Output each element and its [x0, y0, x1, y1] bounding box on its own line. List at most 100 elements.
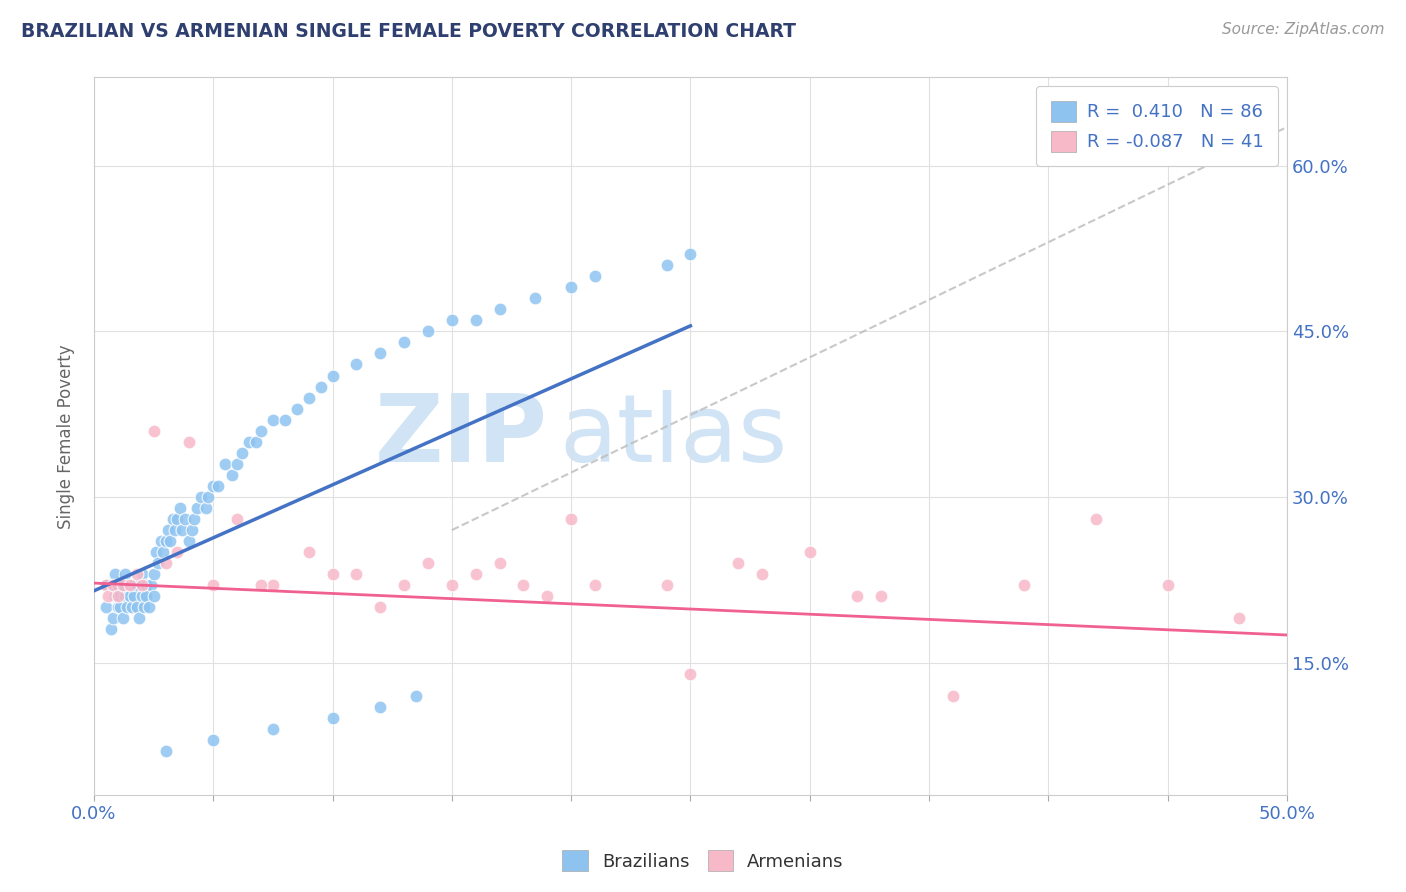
Point [131, 590, 153, 604]
Point [111, 578, 134, 592]
Point [142, 567, 165, 582]
Point [101, 611, 124, 625]
Point [138, 600, 160, 615]
Point [679, 666, 702, 681]
Point [440, 313, 463, 327]
Point [142, 590, 165, 604]
Point [121, 600, 143, 615]
Point [221, 467, 243, 482]
Point [108, 600, 131, 615]
Point [179, 434, 201, 449]
Point [679, 247, 702, 261]
Point [231, 446, 253, 460]
Point [107, 590, 129, 604]
Legend: R =  0.410   N = 86, R = -0.087   N = 41: R = 0.410 N = 86, R = -0.087 N = 41 [1036, 87, 1278, 166]
Point [440, 578, 463, 592]
Point [142, 424, 165, 438]
Point [309, 379, 332, 393]
Point [321, 567, 343, 582]
Point [298, 391, 321, 405]
Point [107, 578, 129, 592]
Point [169, 501, 191, 516]
Point [392, 335, 415, 350]
Point [416, 324, 439, 338]
Point [536, 590, 558, 604]
Point [321, 711, 343, 725]
Point [321, 368, 343, 383]
Point [202, 578, 225, 592]
Point [111, 611, 134, 625]
Point [238, 434, 260, 449]
Text: atlas: atlas [560, 391, 787, 483]
Point [173, 512, 195, 526]
Point [104, 590, 127, 604]
Point [197, 490, 219, 504]
Point [583, 578, 606, 592]
Point [104, 567, 127, 582]
Point [148, 556, 170, 570]
Point [202, 732, 225, 747]
Point [100, 623, 122, 637]
Point [799, 545, 821, 559]
Point [111, 578, 134, 592]
Point [135, 578, 157, 592]
Point [464, 567, 486, 582]
Point [179, 534, 201, 549]
Point [368, 600, 391, 615]
Point [202, 479, 225, 493]
Point [149, 534, 172, 549]
Text: BRAZILIAN VS ARMENIAN SINGLE FEMALE POVERTY CORRELATION CHART: BRAZILIAN VS ARMENIAN SINGLE FEMALE POVE… [21, 22, 796, 41]
Point [117, 600, 139, 615]
Point [94, 578, 117, 592]
Point [195, 501, 218, 516]
Point [180, 523, 202, 537]
Point [405, 689, 427, 703]
Point [751, 567, 773, 582]
Point [560, 280, 582, 294]
Point [166, 512, 188, 526]
Point [524, 291, 547, 305]
Point [1014, 578, 1036, 592]
Point [118, 578, 141, 592]
Point [344, 567, 367, 582]
Point [172, 523, 194, 537]
Point [135, 590, 157, 604]
Point [107, 600, 129, 615]
Point [101, 578, 124, 592]
Point [298, 545, 321, 559]
Point [131, 578, 153, 592]
Point [118, 578, 141, 592]
Point [207, 479, 229, 493]
Point [262, 578, 284, 592]
Point [156, 523, 179, 537]
Point [155, 534, 177, 549]
Point [560, 512, 582, 526]
Point [250, 578, 273, 592]
Point [368, 346, 391, 360]
Point [274, 413, 297, 427]
Point [262, 413, 284, 427]
Point [121, 578, 143, 592]
Point [344, 358, 367, 372]
Point [114, 567, 136, 582]
Point [655, 258, 678, 272]
Point [870, 590, 893, 604]
Point [97, 590, 120, 604]
Point [152, 545, 174, 559]
Point [132, 600, 155, 615]
Point [262, 722, 284, 736]
Point [183, 512, 205, 526]
Text: ZIP: ZIP [374, 391, 547, 483]
Point [512, 578, 534, 592]
Point [94, 578, 117, 592]
Point [124, 590, 146, 604]
Point [1156, 578, 1178, 592]
Point [416, 556, 439, 570]
Point [488, 302, 510, 317]
Text: Source: ZipAtlas.com: Source: ZipAtlas.com [1222, 22, 1385, 37]
Point [165, 523, 187, 537]
Point [190, 490, 212, 504]
Point [128, 611, 150, 625]
Point [155, 744, 177, 758]
Point [488, 556, 510, 570]
